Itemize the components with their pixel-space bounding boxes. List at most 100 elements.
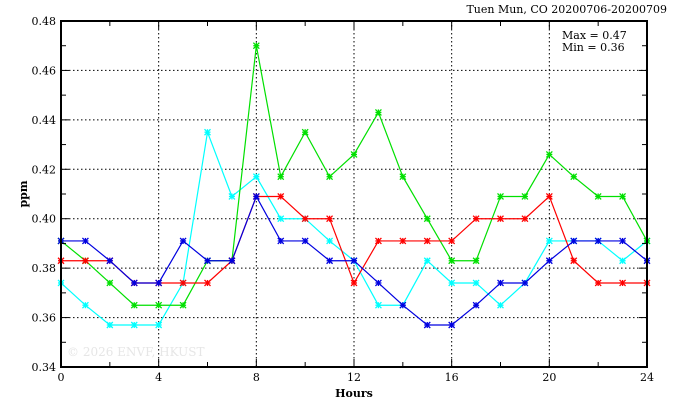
max-annotation: Max = 0.47 (562, 29, 627, 42)
x-tick-label: 16 (445, 371, 459, 384)
y-tick-label: 0.48 (32, 15, 57, 28)
data-point (204, 257, 211, 265)
y-tick-label: 0.40 (32, 213, 57, 226)
x-tick-label: 24 (640, 371, 654, 384)
x-tick-label: 8 (253, 371, 260, 384)
y-tick-label: 0.34 (32, 361, 57, 374)
data-point (423, 321, 431, 329)
data-point (326, 257, 334, 265)
data-point (277, 215, 285, 223)
data-point (521, 215, 529, 223)
data-point (497, 193, 504, 200)
data-point (204, 279, 211, 287)
data-point (228, 257, 236, 265)
data-point (155, 301, 163, 309)
data-point (106, 257, 114, 265)
data-point (277, 193, 285, 200)
data-point (252, 193, 260, 200)
data-point (252, 173, 260, 181)
y-tick-label: 0.44 (32, 114, 57, 127)
y-tick-label: 0.42 (32, 163, 57, 176)
data-point (130, 301, 138, 309)
data-point (277, 173, 285, 181)
data-point (570, 237, 578, 245)
data-point (545, 193, 553, 200)
data-point (179, 237, 187, 245)
data-point (545, 150, 553, 158)
data-point (204, 128, 211, 136)
data-point (301, 215, 309, 223)
data-point (399, 301, 407, 309)
data-point (619, 193, 627, 200)
x-tick-label: 0 (58, 371, 65, 384)
data-point (350, 279, 358, 287)
data-point (545, 257, 553, 265)
data-point (81, 257, 89, 265)
data-point (497, 279, 504, 287)
data-point (423, 215, 431, 223)
data-point (448, 257, 456, 265)
data-point (301, 237, 309, 245)
x-tick-label: 12 (347, 371, 361, 384)
data-point (570, 257, 578, 265)
data-point (399, 237, 407, 245)
data-point (155, 321, 163, 329)
data-point (374, 108, 382, 116)
data-point (448, 279, 456, 287)
y-tick-label: 0.46 (32, 64, 57, 77)
data-point (472, 257, 480, 265)
data-point (423, 237, 431, 245)
series-20200708 (57, 193, 651, 287)
data-point (179, 301, 187, 309)
data-point (521, 279, 529, 287)
data-point (521, 193, 529, 200)
data-point (326, 215, 334, 223)
data-point (106, 279, 114, 287)
min-annotation: Min = 0.36 (562, 41, 625, 54)
data-point (545, 237, 553, 245)
data-point (81, 301, 89, 309)
data-point (594, 279, 602, 287)
y-tick-label: 0.36 (32, 312, 57, 325)
data-point (130, 279, 138, 287)
data-point (155, 279, 163, 287)
data-point (130, 321, 138, 329)
data-point (619, 237, 627, 245)
data-point (252, 42, 260, 50)
data-point (570, 173, 578, 181)
data-point (301, 128, 309, 136)
data-point (594, 237, 602, 245)
y-tick-label: 0.38 (32, 262, 57, 275)
data-point (228, 193, 236, 200)
data-point (619, 279, 627, 287)
data-point (374, 279, 382, 287)
data-point (594, 193, 602, 200)
data-point (423, 257, 431, 265)
data-point (399, 173, 407, 181)
data-point (179, 279, 187, 287)
data-point (374, 237, 382, 245)
x-tick-label: 20 (542, 371, 556, 384)
data-point (619, 257, 627, 265)
x-tick-label: 4 (155, 371, 162, 384)
data-point (374, 301, 382, 309)
series-20200709 (57, 193, 651, 329)
data-point (350, 257, 358, 265)
chart-title: Tuen Mun, CO 20200706-20200709 (466, 3, 667, 16)
data-point (497, 215, 504, 223)
data-point (497, 301, 504, 309)
data-point (326, 237, 334, 245)
data-point (106, 321, 114, 329)
data-point (326, 173, 334, 181)
x-axis-label: Hours (335, 387, 373, 400)
data-point (472, 301, 480, 309)
data-point (448, 237, 456, 245)
data-point (448, 321, 456, 329)
data-point (472, 279, 480, 287)
data-point (277, 237, 285, 245)
y-axis-label: ppm (17, 180, 30, 207)
data-point (81, 237, 89, 245)
data-point (350, 150, 358, 158)
watermark: © 2026 ENVF, HKUST (67, 345, 205, 359)
